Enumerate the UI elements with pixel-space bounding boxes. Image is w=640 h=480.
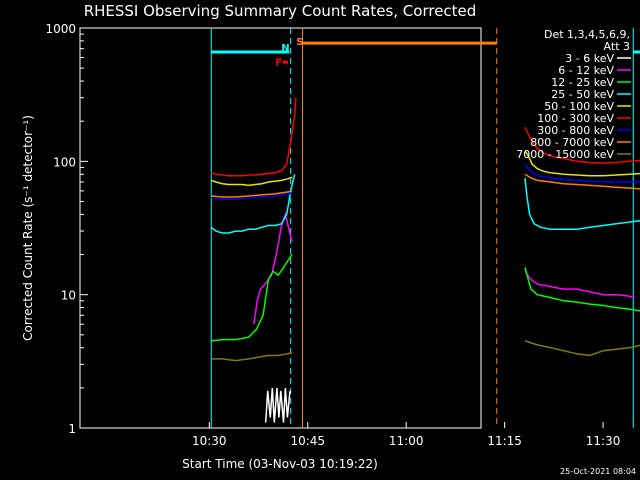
series-line [524, 173, 640, 190]
series-line [524, 270, 635, 299]
series-line [524, 150, 640, 177]
legend-entry-label: 800 - 7000 keV [530, 136, 614, 149]
series-line [211, 254, 293, 342]
flag-label: S [296, 37, 303, 48]
legend-entry-label: 3 - 6 keV [565, 52, 614, 65]
series-line [211, 190, 293, 198]
series-line [524, 163, 640, 183]
legend-entry-label: 100 - 300 keV [537, 112, 614, 125]
plot-frame [79, 27, 482, 429]
data-series [210, 97, 640, 423]
series-line [524, 126, 640, 164]
legend-header-line-2: Att 3 [604, 40, 630, 53]
legend-entry-label: 25 - 50 keV [551, 88, 614, 101]
legend-entry-label: 6 - 12 keV [558, 64, 614, 77]
series-line [211, 97, 297, 177]
x-axis-label: Start Time (03-Nov-03 10:19:22) [182, 457, 378, 471]
series-line [253, 211, 293, 325]
series-line [211, 192, 293, 200]
y-tick-label: 1 [68, 422, 76, 436]
generation-timestamp: 25-Oct-2021 08:04 [560, 467, 636, 476]
y-axis-label: Corrected Count Rate (s⁻¹ detector⁻¹) [21, 115, 35, 341]
series-line [210, 174, 296, 234]
series-line [211, 351, 293, 362]
x-tick-label: 11:00 [389, 434, 424, 448]
y-tick-label: 1000 [45, 22, 76, 36]
x-tick-label: 10:30 [192, 434, 227, 448]
y-axis-ticks: 1 10 100 1000 [45, 22, 88, 436]
series-line [264, 387, 291, 423]
flag-markers: NS F [211, 37, 640, 69]
legend-entry-label: 12 - 25 keV [551, 76, 614, 89]
y-tick-label: 100 [53, 155, 76, 169]
series-line [211, 176, 293, 187]
series-line [524, 177, 640, 230]
flag-label: N [281, 43, 289, 54]
series-line [524, 340, 640, 357]
y-tick-label: 10 [61, 289, 76, 303]
flag-label: F [275, 58, 282, 69]
x-tick-label: 10:45 [290, 434, 325, 448]
legend-entry-label: 7000 - 15000 keV [516, 148, 614, 161]
chart-title: RHESSI Observing Summary Count Rates, Co… [84, 2, 477, 20]
series-line [524, 267, 640, 312]
legend-entry-label: 50 - 100 keV [544, 100, 614, 113]
x-tick-label: 11:30 [586, 434, 621, 448]
legend-header-line-1: Det 1,3,4,5,6,9, [544, 28, 630, 41]
legend-entry-label: 300 - 800 keV [537, 124, 614, 137]
x-tick-label: 11:15 [487, 434, 522, 448]
